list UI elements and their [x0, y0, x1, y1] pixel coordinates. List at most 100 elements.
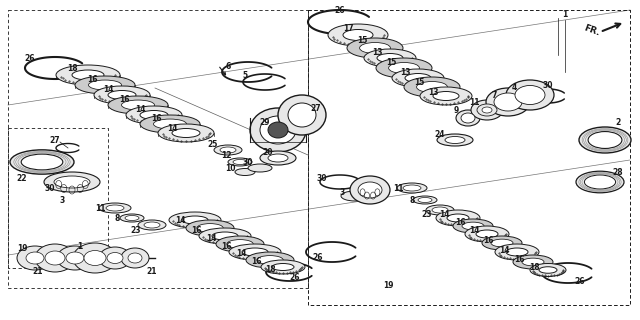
Text: 9: 9	[453, 106, 459, 115]
Text: 22: 22	[17, 173, 28, 182]
Ellipse shape	[288, 103, 316, 127]
Ellipse shape	[471, 100, 503, 120]
Ellipse shape	[433, 92, 459, 100]
Ellipse shape	[250, 108, 306, 152]
Ellipse shape	[44, 172, 100, 192]
Text: 26: 26	[575, 277, 585, 286]
Text: 16: 16	[191, 226, 201, 235]
Text: 16: 16	[514, 255, 524, 265]
Ellipse shape	[465, 226, 509, 242]
Text: 10: 10	[225, 164, 236, 172]
Text: 7: 7	[492, 91, 497, 100]
Text: 21: 21	[33, 268, 44, 276]
Text: 30: 30	[243, 157, 253, 166]
Text: FR.: FR.	[582, 23, 600, 37]
Text: 21: 21	[147, 268, 157, 276]
Text: 20: 20	[263, 148, 273, 156]
Ellipse shape	[328, 24, 388, 46]
Text: 30: 30	[317, 173, 327, 182]
Ellipse shape	[491, 239, 513, 247]
Text: 13: 13	[428, 87, 438, 97]
Ellipse shape	[417, 82, 447, 92]
Ellipse shape	[73, 243, 117, 273]
Ellipse shape	[350, 176, 390, 204]
Text: 14: 14	[236, 250, 246, 259]
Ellipse shape	[138, 220, 166, 230]
Text: 3: 3	[339, 188, 344, 196]
Ellipse shape	[268, 122, 288, 138]
Ellipse shape	[261, 260, 305, 274]
Ellipse shape	[45, 251, 65, 265]
Ellipse shape	[72, 70, 104, 80]
Ellipse shape	[140, 115, 200, 133]
Ellipse shape	[35, 244, 75, 272]
Ellipse shape	[260, 151, 296, 165]
Text: 14: 14	[499, 245, 509, 254]
Text: 1: 1	[77, 242, 83, 251]
Ellipse shape	[26, 252, 44, 264]
Text: 14: 14	[167, 124, 177, 132]
Ellipse shape	[376, 58, 432, 78]
Ellipse shape	[107, 252, 123, 263]
Ellipse shape	[539, 267, 557, 273]
Ellipse shape	[482, 107, 492, 113]
Ellipse shape	[494, 93, 522, 111]
Ellipse shape	[360, 43, 390, 53]
Text: 18: 18	[67, 63, 77, 73]
Text: 27: 27	[50, 135, 60, 145]
Ellipse shape	[233, 159, 247, 164]
Text: 4: 4	[511, 83, 516, 92]
Ellipse shape	[99, 203, 131, 213]
Text: 16: 16	[221, 242, 231, 251]
Ellipse shape	[169, 212, 221, 228]
Text: 18: 18	[265, 266, 275, 275]
Ellipse shape	[216, 236, 264, 252]
Ellipse shape	[126, 106, 182, 124]
Ellipse shape	[364, 49, 416, 67]
Ellipse shape	[220, 147, 236, 153]
Ellipse shape	[56, 65, 120, 85]
Text: 11: 11	[468, 98, 479, 107]
Text: 17: 17	[342, 23, 353, 33]
Ellipse shape	[212, 232, 238, 240]
Text: 23: 23	[131, 226, 141, 235]
Text: 2: 2	[616, 117, 621, 126]
Ellipse shape	[405, 74, 431, 83]
Ellipse shape	[75, 76, 135, 94]
Ellipse shape	[413, 196, 437, 204]
Ellipse shape	[186, 220, 234, 236]
Ellipse shape	[495, 244, 539, 260]
Ellipse shape	[21, 154, 63, 170]
Text: 16: 16	[87, 75, 97, 84]
Text: 16: 16	[455, 218, 465, 227]
Ellipse shape	[515, 85, 545, 105]
Text: 23: 23	[422, 210, 432, 219]
Text: 26: 26	[290, 274, 300, 283]
Ellipse shape	[388, 62, 419, 74]
Ellipse shape	[140, 110, 168, 119]
Ellipse shape	[377, 53, 403, 62]
Ellipse shape	[462, 222, 484, 230]
Ellipse shape	[461, 113, 475, 123]
Text: 24: 24	[435, 130, 445, 139]
Ellipse shape	[432, 207, 448, 213]
Text: 14: 14	[468, 226, 479, 235]
Text: 19: 19	[383, 281, 393, 290]
Ellipse shape	[182, 216, 208, 224]
Ellipse shape	[513, 255, 553, 269]
Text: 6: 6	[225, 61, 230, 70]
Text: 15: 15	[357, 36, 367, 44]
Text: 16: 16	[483, 236, 493, 244]
Ellipse shape	[10, 150, 74, 174]
Text: 16: 16	[151, 114, 161, 123]
Ellipse shape	[125, 215, 139, 220]
Ellipse shape	[128, 253, 142, 263]
Text: 27: 27	[310, 103, 321, 113]
Ellipse shape	[121, 248, 149, 268]
Text: 12: 12	[221, 150, 231, 159]
Ellipse shape	[426, 205, 454, 215]
Text: 26: 26	[335, 5, 345, 14]
Text: 25: 25	[208, 140, 218, 148]
Text: 13: 13	[400, 68, 410, 76]
Ellipse shape	[257, 256, 284, 264]
